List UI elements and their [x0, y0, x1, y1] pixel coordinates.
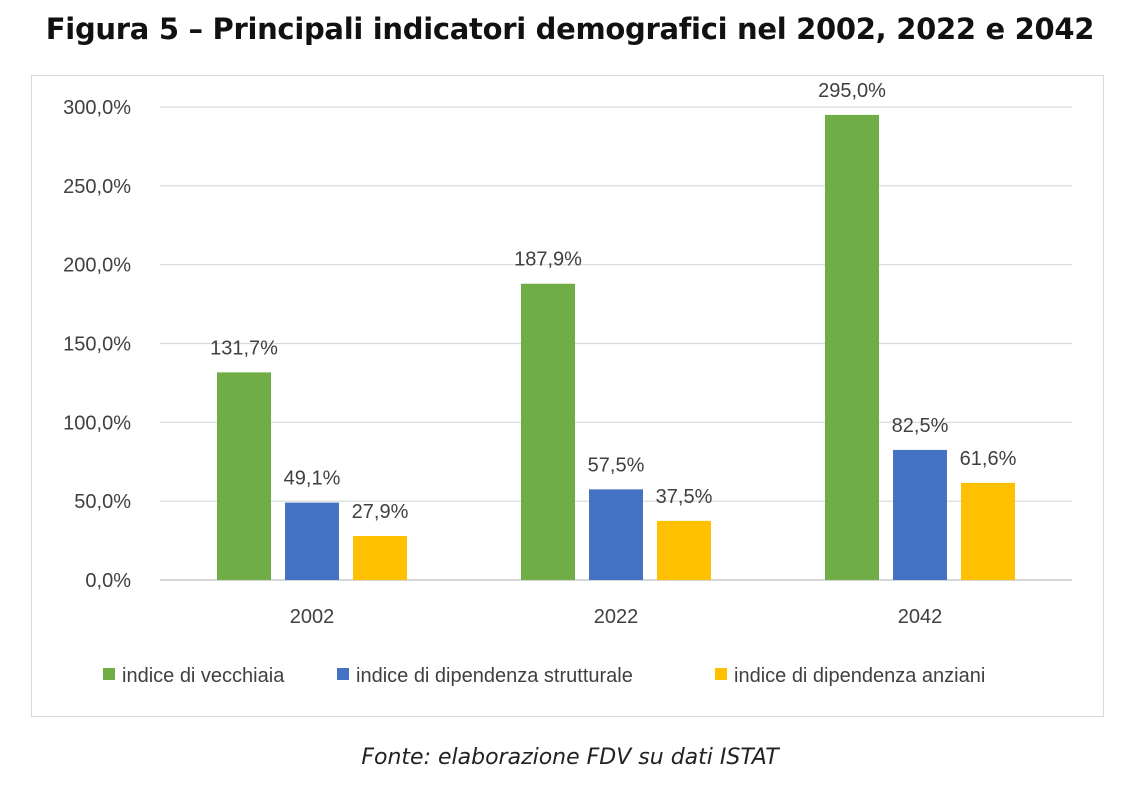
chart-title: Figura 5 – Principali indicatori demogra… — [45, 12, 1095, 46]
legend-label: indice di dipendenza anziani — [734, 665, 985, 687]
bar — [893, 449, 947, 580]
data-label: 82,5% — [892, 415, 949, 437]
bar — [961, 482, 1015, 580]
x-tick-label: 2002 — [290, 606, 335, 628]
bar — [521, 283, 575, 580]
legend-swatch — [337, 668, 349, 680]
source-note: Fonte: elaborazione FDV su dati ISTAT — [361, 745, 779, 770]
data-label: 187,9% — [514, 249, 582, 271]
bar — [285, 502, 339, 580]
y-tick-label: 100,0% — [63, 412, 131, 434]
y-tick-label: 300,0% — [63, 97, 131, 119]
bar-chart: 0,0% 50,0% 100,0% 150,0% 200,0% 250,0% 300,0% 1… — [63, 80, 1072, 687]
legend-swatch — [715, 668, 727, 680]
legend-label: indice di vecchiaia — [122, 665, 285, 687]
data-label: 57,5% — [588, 454, 645, 476]
x-tick-label: 2042 — [898, 606, 943, 628]
data-label: 49,1% — [284, 468, 341, 490]
bar — [217, 372, 271, 580]
data-label: 27,9% — [352, 501, 409, 523]
bar — [825, 114, 879, 580]
chart-frame — [31, 75, 1104, 717]
data-label: 37,5% — [656, 486, 713, 508]
y-tick-label: 150,0% — [63, 334, 131, 356]
y-tick-label: 50,0% — [74, 491, 131, 513]
data-label: 295,0% — [818, 80, 886, 102]
data-label: 61,6% — [960, 448, 1017, 470]
data-label: 131,7% — [210, 337, 278, 359]
bar — [657, 520, 711, 580]
legend-swatch — [103, 668, 115, 680]
legend-label: indice di dipendenza strutturale — [356, 665, 633, 687]
y-tick-label: 0,0% — [85, 570, 131, 592]
bar — [589, 489, 643, 580]
x-tick-label: 2022 — [594, 606, 639, 628]
bar — [353, 536, 407, 580]
y-tick-label: 250,0% — [63, 176, 131, 198]
y-tick-label: 200,0% — [63, 255, 131, 277]
